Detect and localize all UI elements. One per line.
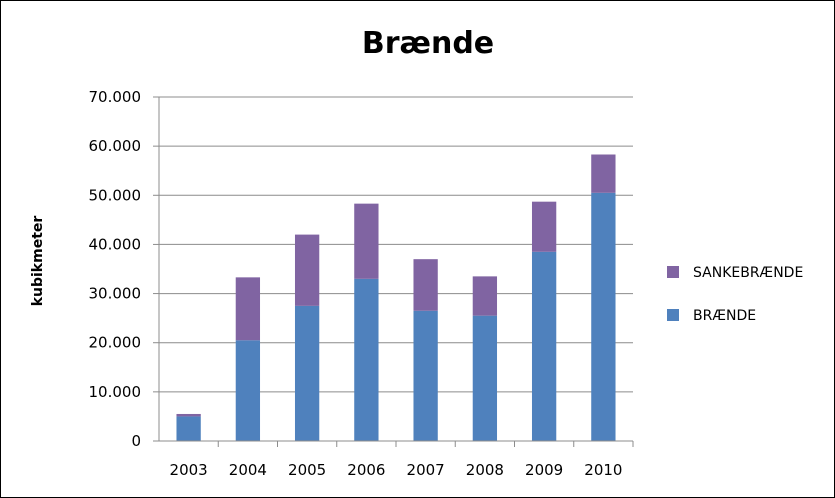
bar-segment bbox=[591, 192, 616, 441]
chart-title: Brænde bbox=[362, 26, 494, 61]
x-tick-label: 2003 bbox=[170, 461, 208, 479]
grid-layer bbox=[159, 96, 633, 393]
bar-segment bbox=[413, 310, 438, 441]
bars-layer bbox=[176, 154, 616, 441]
x-tick-label: 2005 bbox=[288, 461, 326, 479]
bar-segment bbox=[235, 277, 261, 341]
legend-swatch bbox=[667, 266, 679, 278]
y-tick-label: 50.000 bbox=[89, 186, 142, 204]
bar-segment bbox=[531, 201, 557, 252]
axes-layer: 0 10.000 20.000 30.000 40.000 50.000 60.000 70.… bbox=[89, 88, 634, 479]
x-tick-label: 2006 bbox=[347, 461, 385, 479]
bar-segment bbox=[354, 203, 379, 279]
x-tick-label: 2004 bbox=[229, 461, 267, 479]
x-tick-label: 2007 bbox=[407, 461, 445, 479]
y-tick-label: 60.000 bbox=[89, 137, 142, 155]
legend-swatch bbox=[667, 309, 679, 321]
bar-segment bbox=[531, 251, 557, 441]
y-tick-label: 40.000 bbox=[89, 235, 142, 253]
y-tick-label: 10.000 bbox=[89, 383, 142, 401]
bar-segment bbox=[294, 305, 320, 441]
bar-segment bbox=[413, 259, 438, 311]
x-tick-label: 2009 bbox=[525, 461, 563, 479]
legend-label: BRÆNDE bbox=[693, 308, 756, 324]
y-tick-label: 0 bbox=[131, 432, 141, 450]
legend-label: SANKEBRÆNDE bbox=[693, 265, 803, 281]
bar-segment bbox=[235, 340, 261, 441]
y-tick-label: 30.000 bbox=[89, 285, 142, 303]
bar-segment bbox=[591, 154, 616, 193]
bar-segment bbox=[472, 276, 498, 316]
bar-segment bbox=[472, 315, 498, 441]
legend: SANKEBRÆNDE BRÆNDE bbox=[667, 265, 803, 324]
x-tick-label: 2008 bbox=[466, 461, 504, 479]
y-tick-label: 20.000 bbox=[89, 334, 142, 352]
y-tick-label: 70.000 bbox=[89, 88, 142, 106]
y-axis-label: kubikmeter bbox=[30, 216, 46, 307]
bar-segment bbox=[176, 413, 201, 417]
bar-segment bbox=[294, 234, 320, 306]
x-tick-label: 2010 bbox=[584, 461, 622, 479]
bar-segment bbox=[354, 278, 379, 441]
bar-segment bbox=[176, 416, 201, 441]
